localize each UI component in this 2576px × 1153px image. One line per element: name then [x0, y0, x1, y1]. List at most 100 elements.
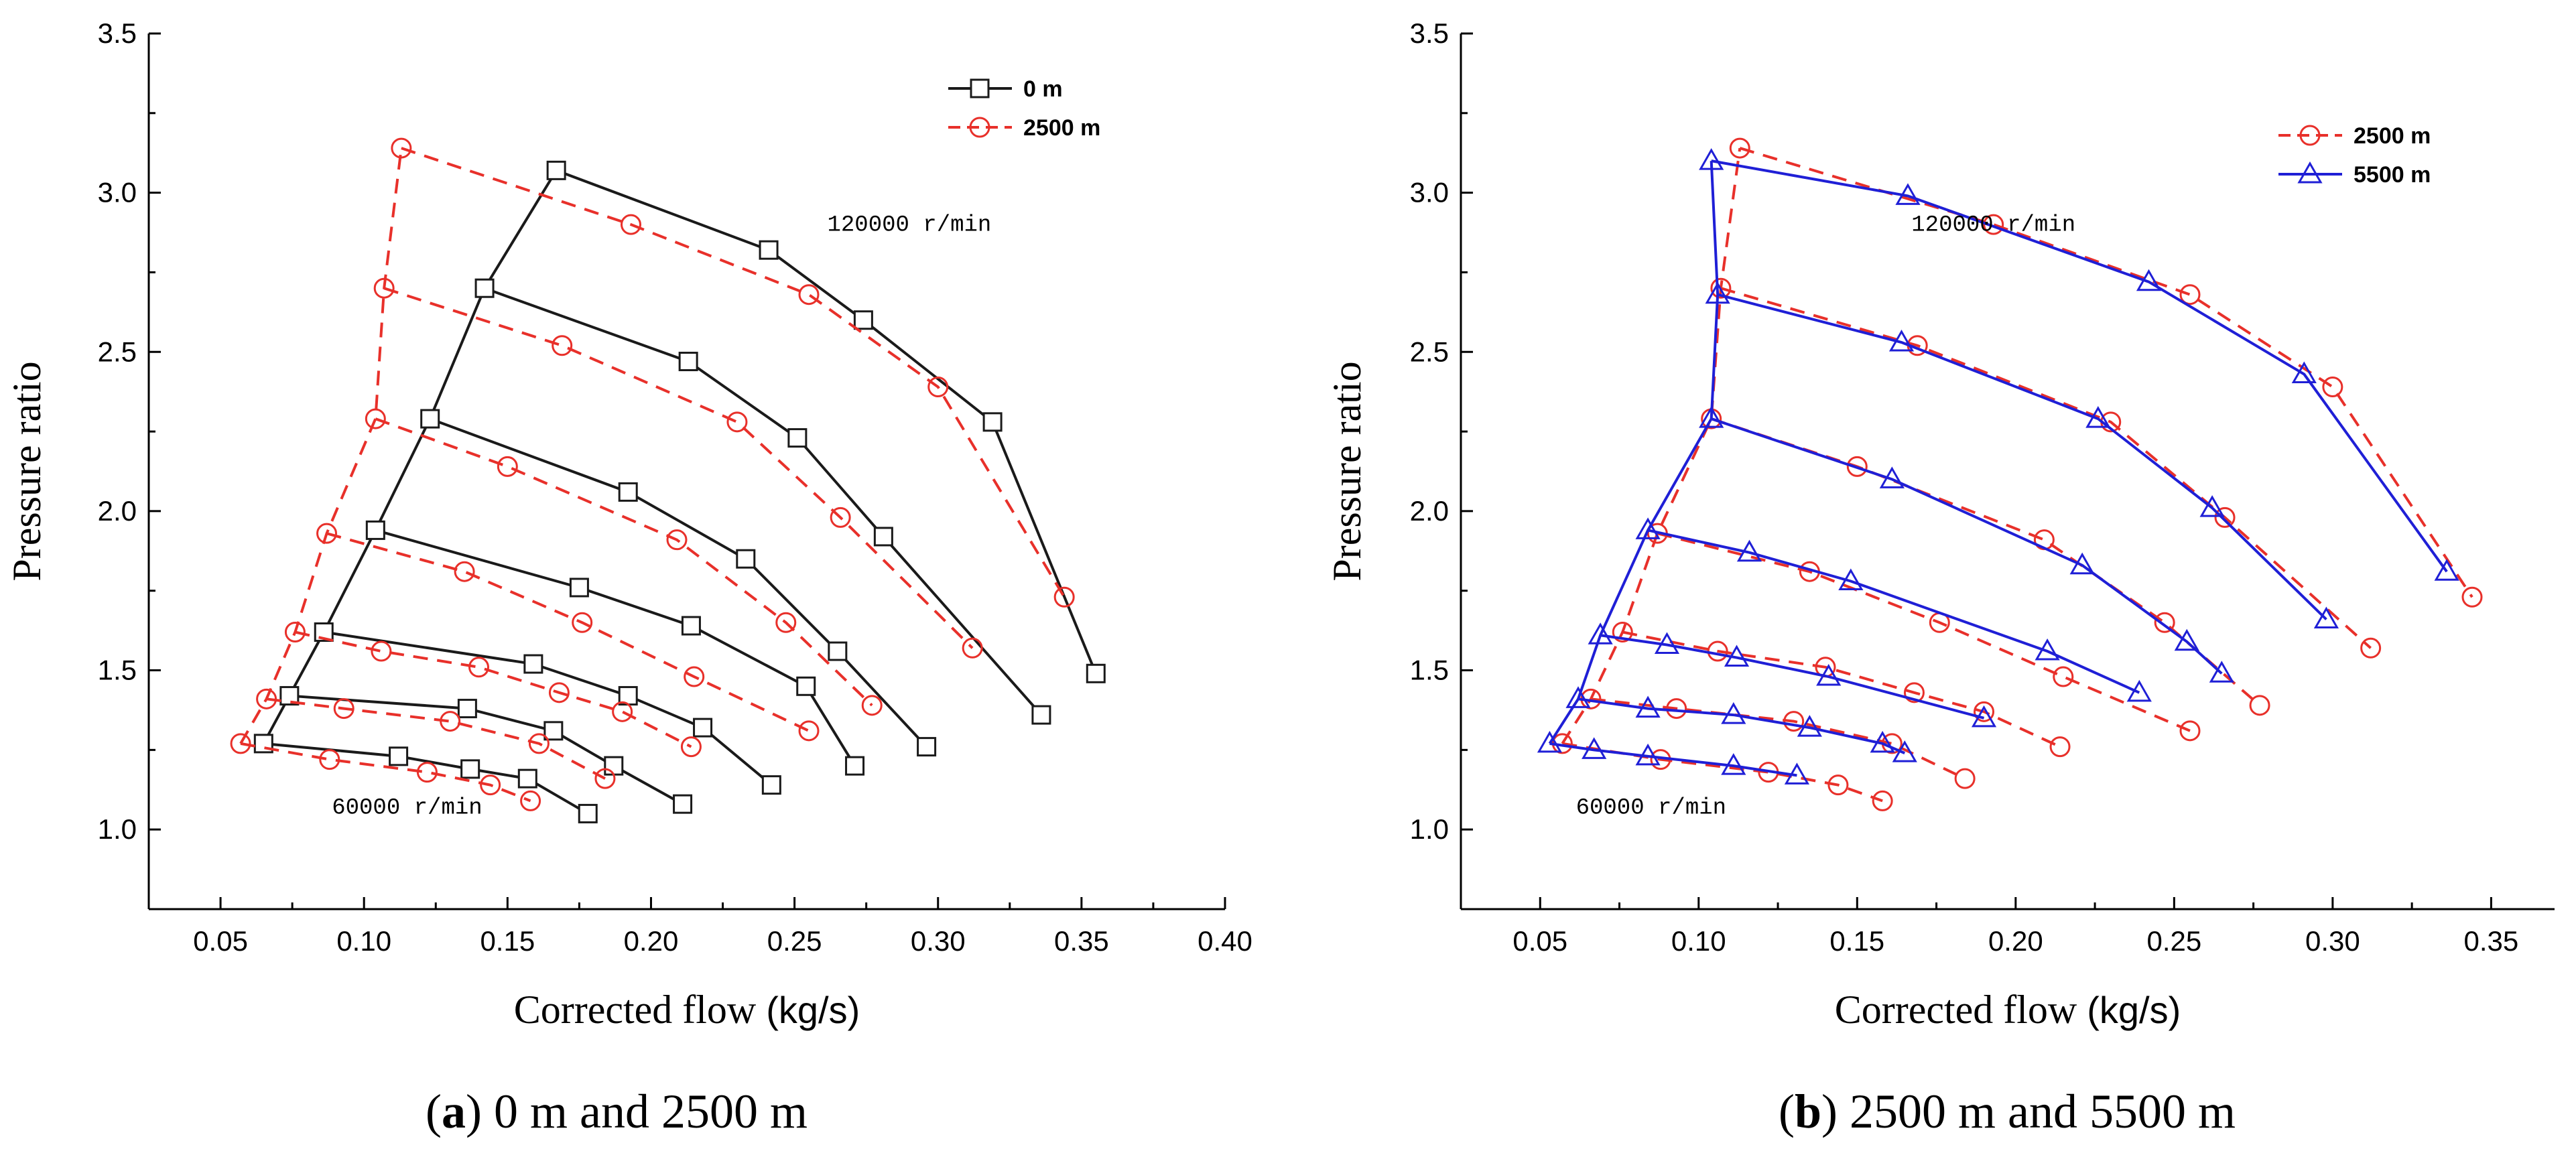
panel-caption: (a) 0 m and 2500 m [426, 1085, 808, 1138]
speed-label: 60000 r/min [1576, 795, 1726, 821]
data-point [284, 622, 306, 643]
speed-line [1720, 287, 2372, 649]
data-point [230, 733, 251, 754]
data-point [1827, 774, 1849, 796]
legend-marker [2299, 125, 2321, 146]
speed-line [556, 169, 1098, 675]
data-point [2069, 552, 2095, 575]
data-point [365, 408, 386, 429]
x-tick-label: 0.10 [1671, 925, 1726, 957]
y-tick-label: 2.5 [98, 336, 137, 367]
data-point [1729, 137, 1750, 159]
data-point [1783, 711, 1805, 732]
speed-line [1577, 697, 1906, 754]
data-point [2154, 612, 2175, 633]
x-axis-title: Corrected flow (kg/s) [1835, 988, 2181, 1032]
y-axis-title: Pressure ratio [1325, 361, 1369, 581]
caption-text: 0 m and 2500 m [482, 1085, 808, 1138]
data-point [319, 749, 340, 770]
series-0-m [253, 160, 1106, 823]
panel-a: 1.0 1.5 2.0 2.5 3.0 3.5 0.05 0.10 0.15 0.20 0.25 0.… [5, 17, 1252, 1138]
data-point [2199, 495, 2225, 517]
data-point [693, 718, 713, 738]
speed-line [1717, 293, 2327, 620]
y-tick-label: 3.0 [1410, 177, 1449, 208]
data-point [1086, 663, 1106, 683]
data-point [1895, 183, 1921, 205]
data-point [796, 676, 816, 696]
data-point [548, 682, 570, 703]
data-point [1635, 517, 1661, 539]
data-point [1888, 329, 1915, 352]
data-point [391, 137, 412, 159]
panel-b: 1.0 1.5 2.0 2.5 3.0 3.5 0.05 0.10 0.15 0.20 0.25 0.… [1325, 17, 2555, 1138]
data-point [1710, 277, 1732, 299]
data-point [520, 790, 541, 811]
data-point [618, 482, 638, 502]
data-point [1954, 768, 1976, 789]
y-tick-label: 3.5 [98, 17, 137, 49]
x-tick-label: 0.30 [2305, 925, 2360, 957]
speed-line [1590, 697, 1966, 780]
speed-line [1711, 159, 2448, 573]
data-point [1565, 686, 1591, 708]
series-2500-m [1551, 137, 2483, 811]
x-axis-title-unit: (kg/s) [766, 989, 860, 1031]
data-point [726, 411, 748, 433]
data-point [861, 695, 883, 716]
data-point [1699, 148, 1724, 170]
data-point [736, 549, 756, 569]
data-point [798, 284, 820, 306]
data-point [1635, 743, 1661, 766]
data-point [256, 688, 277, 709]
data-point [572, 612, 593, 633]
data-point [1797, 715, 1822, 737]
speed-label: 60000 r/min [332, 795, 482, 821]
legend-label: 0 m [1023, 76, 1063, 102]
legend-item: 5500 m [2278, 161, 2431, 188]
data-point [2053, 666, 2074, 687]
data-point [1588, 622, 1613, 645]
data-point [873, 527, 893, 547]
data-point [1699, 406, 1724, 428]
data-point [480, 774, 501, 796]
data-point [1705, 281, 1730, 304]
data-point [604, 756, 624, 776]
x-tick-label: 0.35 [2464, 925, 2519, 957]
y-tick-label: 1.5 [98, 655, 137, 686]
data-point [373, 277, 395, 299]
data-point [853, 310, 873, 330]
data-point [917, 737, 937, 757]
data-point [1736, 539, 1762, 562]
data-point [962, 637, 983, 659]
panel-caption: (b) 2500 m and 5500 m [1779, 1085, 2236, 1138]
data-point [787, 428, 808, 448]
caption-letter: a [442, 1085, 466, 1138]
data-point [759, 240, 779, 260]
x-tick-label: 0.15 [1829, 925, 1884, 957]
caption-close: ) [1821, 1085, 1838, 1138]
legend-label: 2500 m [2354, 123, 2431, 149]
data-point [1816, 664, 1842, 686]
data-point [523, 654, 543, 674]
data-point [775, 612, 797, 633]
x-tick-label: 0.05 [1512, 925, 1567, 957]
surge-line [262, 169, 558, 744]
data-point [316, 523, 338, 544]
data-point [681, 616, 701, 636]
data-point [1870, 730, 1895, 753]
speed-line [266, 697, 606, 780]
surge-line [239, 147, 403, 744]
data-point [440, 711, 461, 732]
data-point [982, 412, 1003, 432]
speed-line [1711, 417, 2223, 675]
data-point [578, 803, 598, 823]
caption-close: ) [466, 1085, 482, 1138]
data-point [2179, 284, 2201, 306]
surge-line [1548, 161, 1720, 744]
data-point [2085, 406, 2111, 428]
data-point [1983, 214, 2004, 235]
data-point [2434, 559, 2459, 581]
data-point [927, 377, 949, 398]
